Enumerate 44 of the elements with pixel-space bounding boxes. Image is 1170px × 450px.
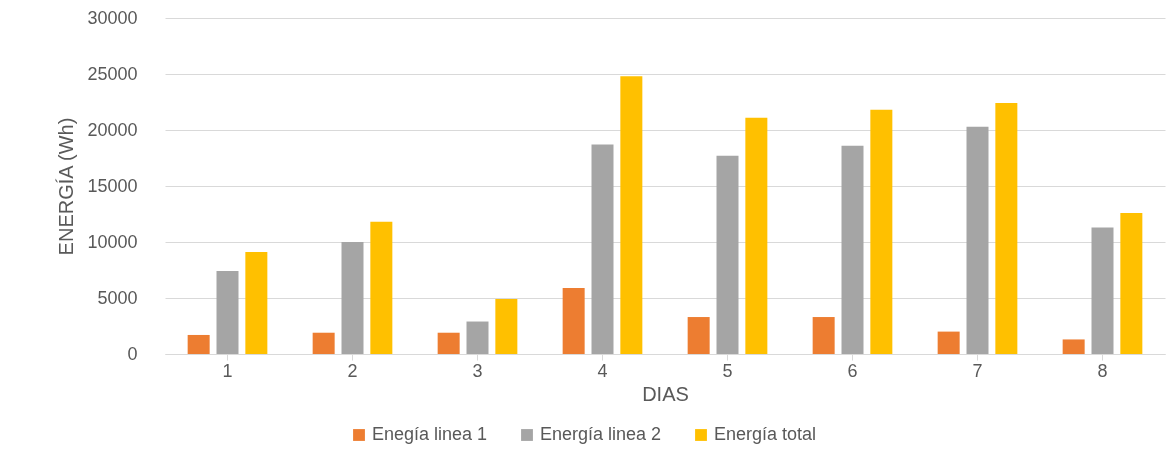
bar <box>870 109 893 354</box>
bar <box>745 117 768 354</box>
y-tick-label: 15000 <box>87 175 138 196</box>
bar <box>562 287 585 354</box>
y-tick-label: 25000 <box>87 63 138 84</box>
x-tick-label: 1 <box>222 360 233 381</box>
bar <box>187 334 210 354</box>
bar <box>216 271 239 354</box>
y-tick-label: 30000 <box>87 7 138 28</box>
legend-label: Enegía linea 1 <box>372 424 488 444</box>
bar <box>966 126 989 354</box>
y-tick-label: 20000 <box>87 119 138 140</box>
legend-label: Energía linea 2 <box>540 424 662 444</box>
bar <box>716 155 739 354</box>
y-tick-label: 10000 <box>87 231 138 252</box>
bar <box>437 332 460 354</box>
bar <box>466 321 489 354</box>
bar <box>1091 227 1114 354</box>
x-tick-label: 4 <box>597 360 608 381</box>
y-axis-title: ENERGÍA (Wh) <box>55 117 78 256</box>
bar <box>841 145 864 354</box>
x-tick-label: 3 <box>472 360 483 381</box>
legend-label: Energía total <box>714 424 817 444</box>
y-tick-label: 5000 <box>97 287 138 308</box>
bar <box>812 317 835 354</box>
bar <box>937 331 960 354</box>
x-tick-label: 8 <box>1097 360 1108 381</box>
bar <box>591 144 614 354</box>
x-axis-title: DIAS <box>642 382 689 405</box>
bar <box>620 76 643 354</box>
x-tick-label: 6 <box>847 360 858 381</box>
bar <box>341 242 364 354</box>
bar <box>1062 339 1085 354</box>
y-tick-label: 0 <box>127 343 138 364</box>
bar <box>995 103 1018 354</box>
bar <box>245 252 268 354</box>
bar <box>687 317 710 354</box>
bar <box>1120 212 1143 354</box>
x-tick-label: 7 <box>972 360 983 381</box>
bar <box>370 221 393 354</box>
x-tick-label: 2 <box>347 360 358 381</box>
bar <box>495 299 518 354</box>
x-tick-label: 5 <box>722 360 733 381</box>
bar <box>312 332 335 354</box>
